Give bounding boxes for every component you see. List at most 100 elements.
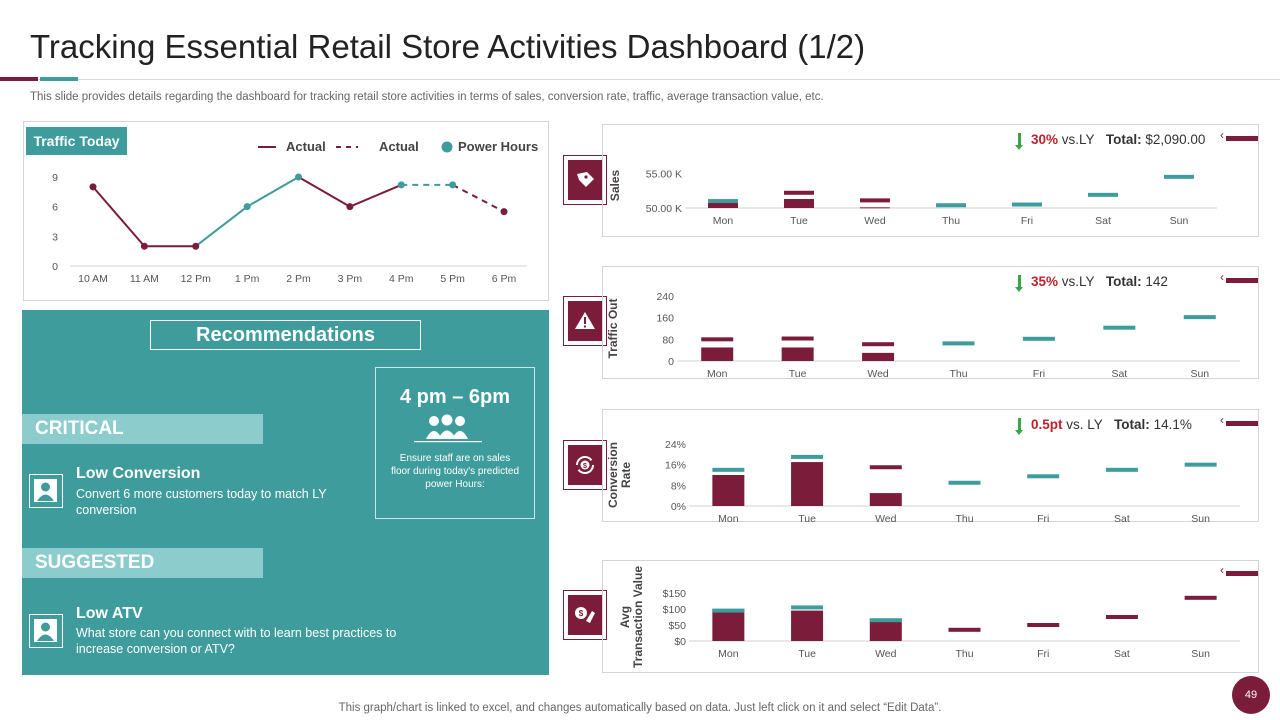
bar-last-year-marker (1105, 615, 1138, 619)
y-tick-label: 9 (52, 172, 58, 184)
bar-this-year (869, 618, 902, 641)
down-arrow-icon (1015, 275, 1023, 292)
warning-icon (568, 301, 602, 341)
bar-last-year-marker (784, 190, 814, 195)
x-tick-label: Sat (1114, 648, 1130, 660)
suggested-item-title: Low ATV (76, 605, 143, 622)
y-tick-label: 0 (52, 261, 58, 273)
series-segment (297, 176, 351, 208)
sales-corner-marker (1220, 128, 1258, 142)
x-tick-label: Thu (942, 215, 960, 227)
conversion-vs: vs. LY (1066, 417, 1103, 432)
traffic-out-bar-chart[interactable]: 0 80 160 240 Traffic Out Mon Tue Wed Thu Fri Sat Su… (603, 267, 1260, 380)
money-hand-icon: $ (568, 595, 602, 635)
y-tick-label: 8% (671, 480, 686, 492)
legend-actual-label: Actual (286, 139, 326, 154)
bar-last-year-marker (860, 198, 890, 203)
bar-last-year-marker (948, 627, 981, 632)
price-tag-icon (568, 160, 602, 200)
sales-kpi: 30% vs.LY Total: $2,090.00 (1015, 132, 1206, 150)
title-accent-teal (40, 77, 78, 81)
y-axis-label: Traffic Out (606, 298, 620, 358)
bar-last-year-marker (1027, 474, 1060, 479)
sales-pct: 30% (1031, 132, 1059, 147)
data-point (89, 183, 97, 191)
sales-bar-chart[interactable]: 50.00 K 55.00 K Sales Mon Tue Wed Thu Fri Sat Sun (603, 125, 1260, 238)
series-segment (246, 176, 300, 208)
x-tick-label: Fri (1037, 513, 1049, 523)
bar-last-year-marker (791, 605, 824, 610)
page-number-badge: 49 (1232, 676, 1270, 714)
x-tick-label: 5 Pm (440, 273, 465, 285)
power-hours-time: 4 pm – 6pm (399, 386, 511, 408)
y-tick-label: 240 (656, 291, 674, 303)
x-tick-label: Sun (1170, 215, 1189, 227)
bar-last-year-marker (862, 342, 895, 347)
x-tick-label: Sun (1191, 513, 1210, 523)
traffic-line-chart[interactable]: Actual Actual Power Hours 0 3 6 9 10 AM 11 AM 12 … (23, 121, 549, 301)
down-arrow-icon (1015, 418, 1023, 435)
y-tick-label: $0 (674, 636, 686, 648)
bar-last-year-marker (708, 199, 738, 204)
bar-last-year-marker (1164, 174, 1194, 179)
power-hours-text: Ensure staff are on sales floor during t… (390, 453, 520, 490)
y-axis-label: Rate (619, 462, 633, 488)
data-point (243, 203, 251, 211)
y-axis-label: Conversion (606, 442, 620, 508)
data-point (192, 242, 200, 250)
traffic-out-kpi: 35% vs.LY Total: 142 (1015, 274, 1168, 292)
bar-last-year-marker (869, 465, 902, 470)
y-tick-label: 80 (662, 334, 674, 346)
x-tick-label: Tue (798, 648, 816, 660)
conversion-chart-frame[interactable]: 0% 8% 16% 24% Conversion Rate Mon Tue Wed Thu Fri S… (602, 409, 1260, 523)
sales-chart-frame[interactable]: 50.00 K 55.00 K Sales Mon Tue Wed Thu Fri Sat Sun (602, 124, 1259, 237)
conversion-pct: 0.5pt (1031, 417, 1063, 432)
refresh-dollar-icon: $ (568, 445, 602, 485)
recommendations-panel (22, 310, 549, 675)
legend-power-hours-dot (441, 141, 453, 153)
conversion-bar-chart[interactable]: 0% 8% 16% 24% Conversion Rate Mon Tue Wed Thu Fri S… (603, 410, 1260, 523)
x-tick-label: Wed (867, 368, 889, 380)
x-tick-label: Fri (1037, 648, 1049, 660)
traffic-out-chart-frame[interactable]: 0 80 160 240 Traffic Out Mon Tue Wed Thu Fri Sat Su… (602, 266, 1260, 380)
atv-bar-chart[interactable]: $0 $50 $100 $150 Avg Transaction Value Mon Tue W… (603, 561, 1260, 674)
x-tick-label: Thu (955, 513, 973, 523)
y-axis-label: Transaction Value (631, 566, 645, 668)
bar-last-year-marker (869, 618, 902, 623)
sales-icon-frame (563, 155, 607, 205)
page-title: Tracking Essential Retail Store Activiti… (30, 28, 866, 65)
user-icon (29, 474, 63, 508)
bar-last-year-marker (1184, 462, 1217, 467)
x-tick-label: Mon (707, 368, 728, 380)
x-tick-label: Tue (789, 368, 807, 380)
x-tick-label: Sat (1111, 368, 1127, 380)
data-point (346, 203, 354, 211)
conversion-total-label: Total: (1114, 417, 1150, 432)
traffic-out-icon-frame (563, 296, 607, 346)
svg-text:$: $ (579, 609, 584, 618)
bar-this-year (712, 609, 745, 641)
conversion-kpi: 0.5pt vs. LY Total: 14.1% (1015, 417, 1192, 435)
x-tick-label: Sat (1095, 215, 1111, 227)
bar-this-year (784, 199, 814, 208)
legend-actual-dashed-label: Actual (379, 139, 419, 154)
data-point (295, 173, 302, 181)
sales-total-value: $2,090.00 (1145, 132, 1206, 147)
sales-vs: vs.LY (1061, 132, 1095, 147)
page-subtitle: This slide provides details regarding th… (30, 91, 824, 103)
traffic-out-vs: vs.LY (1061, 274, 1095, 289)
x-tick-label: 4 Pm (389, 273, 414, 285)
power-hours-box (375, 367, 535, 519)
y-tick-label: 0 (668, 356, 674, 368)
footer-note: This graph/chart is linked to excel, and… (338, 702, 942, 714)
bar-this-year (791, 610, 824, 641)
x-tick-label: Sun (1190, 368, 1209, 380)
x-tick-label: Mon (718, 513, 739, 523)
y-tick-label: $150 (663, 588, 687, 600)
atv-chart-frame[interactable]: $0 $50 $100 $150 Avg Transaction Value Mon Tue W… (602, 560, 1259, 673)
bar-this-year (701, 347, 734, 361)
y-tick-label: $100 (663, 604, 687, 616)
x-tick-label: Thu (955, 648, 973, 660)
traffic-chart-frame (23, 121, 549, 301)
y-tick-label: 16% (665, 460, 686, 472)
